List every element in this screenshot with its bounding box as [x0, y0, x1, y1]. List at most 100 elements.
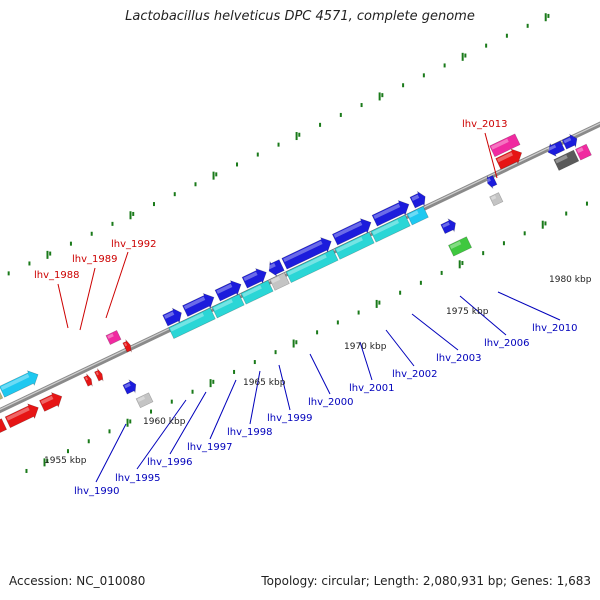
gene-gloss: [372, 219, 400, 236]
gene-feature: [448, 236, 473, 257]
leader-line: [484, 132, 498, 179]
gene-feature: [122, 339, 132, 353]
gene-shape: [334, 231, 375, 260]
gene-gloss: [267, 263, 276, 270]
gene-feature: [406, 205, 429, 226]
accession-text: Accession: NC_010080: [9, 574, 146, 588]
gene-features: [0, 133, 592, 438]
gene-feature: [495, 148, 523, 170]
gene-shape: [122, 379, 137, 395]
tick-mark: [129, 419, 132, 424]
gene-shape: [268, 259, 285, 278]
gene-gloss: [242, 285, 262, 298]
tick-mark: [523, 231, 526, 236]
tick-mark: [233, 369, 236, 374]
leader-line: [169, 391, 207, 455]
gene-label: lhv_1999: [267, 413, 312, 424]
tick-mark: [547, 13, 550, 18]
gene-gloss: [243, 271, 258, 281]
major-tick: [129, 211, 132, 220]
gene-feature: [269, 272, 290, 291]
tick-mark: [28, 261, 31, 266]
gene-gloss: [283, 240, 323, 263]
gene-gloss: [333, 221, 363, 238]
gene-label: lhv_1989: [72, 254, 117, 265]
leader-line: [209, 379, 237, 440]
leader-line: [309, 353, 331, 395]
leader-line: [57, 283, 69, 329]
gene-gloss: [213, 298, 233, 311]
tick-mark: [544, 221, 547, 226]
gene-label: lhv_1992: [111, 239, 156, 250]
major-tick: [378, 92, 381, 101]
tick-mark: [440, 270, 443, 275]
gene-feature: [39, 392, 63, 412]
gene-gloss: [124, 383, 131, 389]
gene-gloss: [163, 311, 175, 319]
gene-gloss: [95, 371, 99, 376]
gene-gloss: [183, 296, 206, 310]
gene-shape: [214, 280, 242, 302]
gene-feature: [83, 373, 93, 387]
gene-feature: [285, 249, 339, 284]
gene-shape: [4, 403, 39, 429]
gene-shape: [561, 133, 578, 150]
gene-feature: [575, 143, 592, 161]
gene-feature: [135, 392, 154, 409]
gene-gloss: [107, 333, 114, 339]
gene-gloss: [6, 407, 30, 421]
tick-mark: [69, 241, 72, 246]
gene-gloss: [216, 283, 233, 294]
gene-shape: [0, 370, 39, 398]
gene-gloss: [137, 396, 146, 402]
leader-line: [497, 291, 561, 321]
gene-gloss: [563, 137, 572, 144]
tick-mark: [90, 231, 93, 236]
leader-line: [459, 295, 507, 336]
gene-shape: [94, 368, 104, 382]
major-tick: [458, 260, 461, 269]
gene-gloss: [373, 203, 401, 219]
major-tick: [461, 52, 464, 61]
scale-labels: 1955 kbp 1960 kbp 1965 kbp 1970 kbp 1975 kbp…: [44, 275, 592, 466]
tick-mark: [295, 340, 298, 345]
tick-mark: [194, 182, 197, 187]
major-tick: [295, 132, 298, 141]
gene-shape: [371, 200, 410, 227]
scale-label: 1970 kbp: [344, 342, 387, 352]
tick-mark: [46, 459, 49, 464]
gene-shape: [575, 143, 592, 161]
gene-feature: [240, 280, 274, 305]
tick-mark: [485, 43, 488, 48]
gene-shape: [105, 330, 122, 345]
gene-feature: [162, 307, 182, 327]
scale-label: 1960 kbp: [143, 417, 186, 427]
gene-gloss: [271, 276, 281, 284]
gene-feature: [489, 133, 521, 158]
tick-mark: [381, 93, 384, 98]
leader-line: [136, 399, 187, 470]
gene-label: lhv_1998: [227, 427, 272, 438]
tick-mark: [173, 192, 176, 197]
leader-line: [79, 267, 96, 331]
gene-feature: [561, 133, 578, 150]
leader-line: [105, 251, 129, 319]
genome-summary: Topology: circular; Length: 2,080,931 bp…: [261, 574, 591, 588]
tick-mark: [422, 73, 425, 78]
major-tick: [43, 458, 46, 467]
gene-gloss: [555, 154, 568, 164]
gene-gloss: [411, 194, 420, 201]
gene-shape: [269, 272, 290, 291]
gene-shape: [553, 149, 580, 171]
major-tick: [46, 250, 49, 259]
tick-mark: [461, 261, 464, 266]
tick-mark: [49, 251, 52, 256]
tick-mark: [505, 33, 508, 38]
gene-gloss: [408, 210, 419, 218]
gene-shape: [83, 373, 93, 387]
gene-shape: [448, 236, 473, 257]
major-tick: [126, 418, 129, 427]
tick-mark: [336, 320, 339, 325]
gene-shape: [182, 293, 215, 317]
gene-gloss: [170, 312, 205, 332]
